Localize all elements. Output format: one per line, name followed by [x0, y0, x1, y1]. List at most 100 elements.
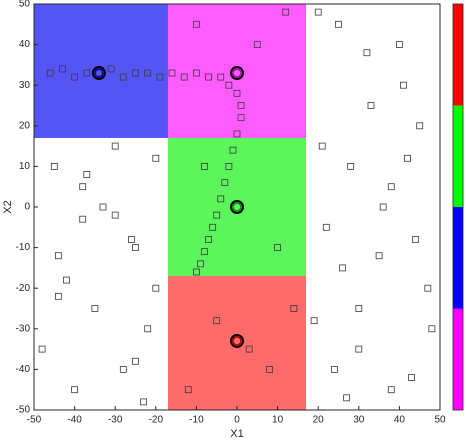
y-tick-label: 20 — [19, 120, 31, 131]
data-point — [395, 41, 403, 48]
data-point — [209, 223, 217, 231]
data-point — [412, 236, 420, 243]
data-point — [217, 73, 225, 81]
x-tick-label: -20 — [149, 415, 164, 426]
data-point — [221, 179, 229, 187]
data-point — [201, 162, 208, 170]
data-point — [184, 386, 192, 394]
center-inner — [232, 68, 242, 78]
region — [167, 276, 307, 410]
data-point — [132, 69, 139, 77]
data-point — [213, 211, 221, 219]
data-point — [144, 325, 152, 333]
x-tick-label: 20 — [313, 415, 325, 426]
y-axis-label: X2 — [2, 200, 14, 213]
data-point — [331, 365, 338, 373]
y-tick-label: 40 — [19, 39, 31, 50]
data-point — [379, 203, 387, 211]
data-point — [201, 248, 208, 256]
data-point — [213, 317, 221, 325]
center-inner — [232, 202, 242, 212]
data-point — [335, 20, 342, 28]
data-point — [119, 73, 127, 81]
data-point — [205, 73, 212, 81]
data-point — [253, 41, 261, 48]
y-tick-label: -10 — [16, 242, 31, 253]
data-point — [290, 305, 298, 312]
y-tick-label: -30 — [16, 323, 31, 334]
data-point — [225, 81, 233, 89]
data-point — [424, 284, 432, 292]
y-tick-label: 0 — [24, 202, 30, 213]
center-inner — [232, 336, 242, 346]
y-tick-label: -40 — [16, 364, 31, 375]
data-point — [367, 102, 375, 109]
data-point — [50, 162, 58, 170]
region — [167, 4, 307, 138]
y-tick-label: -20 — [16, 283, 31, 294]
data-point — [46, 69, 54, 77]
data-point — [63, 276, 70, 284]
data-point — [428, 325, 436, 333]
data-point — [387, 386, 395, 394]
x-axis-label: X1 — [230, 428, 243, 440]
data-point — [140, 398, 148, 406]
center-inner — [94, 68, 104, 78]
x-tick-label: 40 — [394, 415, 406, 426]
data-point — [111, 142, 119, 150]
data-point — [229, 146, 237, 154]
data-point — [404, 154, 411, 162]
data-point — [363, 49, 371, 57]
data-point — [343, 394, 351, 402]
center-marker — [91, 66, 106, 81]
x-tick-label: -30 — [108, 415, 123, 426]
data-point — [416, 122, 424, 130]
y-tick-label: 30 — [19, 80, 31, 91]
center-marker — [230, 66, 244, 81]
data-point — [233, 89, 241, 97]
x-tick-label: 50 — [434, 415, 446, 426]
region — [34, 4, 168, 138]
y-tick-label: -50 — [16, 405, 31, 416]
data-point — [152, 154, 160, 162]
data-point — [314, 8, 322, 16]
data-point — [400, 81, 407, 89]
data-point — [310, 317, 318, 325]
colorbar-box — [452, 3, 464, 411]
data-point — [225, 162, 233, 170]
colorbar-segment — [453, 4, 463, 106]
y-tick-label: 50 — [19, 0, 31, 10]
data-point — [71, 386, 78, 394]
region — [167, 137, 307, 277]
data-point — [107, 65, 115, 73]
center-marker — [230, 200, 244, 214]
data-point — [355, 345, 363, 353]
data-point — [128, 236, 135, 243]
data-point — [79, 215, 87, 223]
data-point — [245, 345, 253, 353]
colorbar-segment — [453, 105, 463, 207]
data-point — [274, 244, 282, 252]
data-point — [387, 183, 395, 191]
data-point — [99, 203, 107, 211]
data-point — [233, 130, 241, 138]
data-point — [79, 183, 87, 191]
data-point — [71, 73, 78, 81]
data-point — [132, 244, 139, 252]
data-point — [318, 142, 326, 150]
data-point — [355, 305, 363, 312]
x-tick-label: 10 — [272, 415, 284, 426]
data-point — [237, 102, 245, 109]
data-point — [197, 260, 204, 268]
data-point — [408, 374, 415, 381]
data-point — [168, 69, 176, 77]
data-point — [54, 292, 62, 300]
data-point — [54, 252, 62, 260]
data-point — [180, 73, 188, 81]
data-point — [192, 69, 200, 77]
data-point — [282, 8, 290, 16]
data-point — [111, 211, 119, 219]
x-tick-label: -40 — [67, 415, 82, 426]
data-point — [59, 65, 66, 73]
